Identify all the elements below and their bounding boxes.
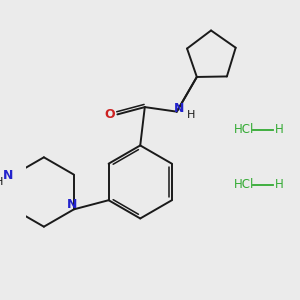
Text: H: H — [274, 178, 283, 191]
Text: N: N — [174, 101, 185, 115]
Text: HCl: HCl — [234, 123, 255, 136]
Text: N: N — [67, 198, 77, 211]
Text: N: N — [3, 169, 14, 182]
Text: O: O — [104, 108, 115, 121]
Text: HCl: HCl — [234, 178, 255, 191]
Text: H: H — [0, 177, 3, 187]
Text: H: H — [274, 123, 283, 136]
Text: H: H — [187, 110, 196, 120]
